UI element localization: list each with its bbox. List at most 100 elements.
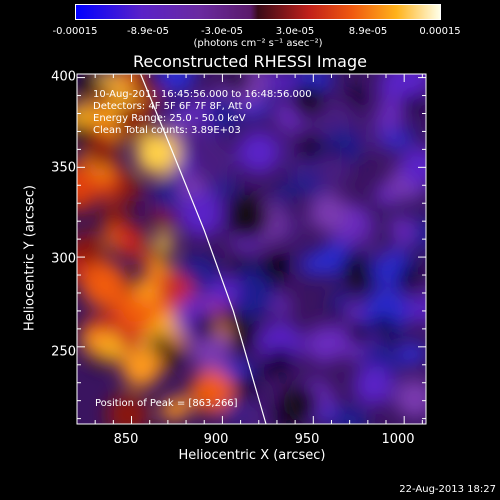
heatmap-blob [135, 278, 162, 305]
heatmap-blob [112, 74, 129, 88]
colorbar-tick: -8.9e-05 [127, 26, 169, 37]
heatmap-blob [239, 404, 271, 424]
heatmap-dark-spot [92, 354, 106, 368]
heatmap-blob [189, 369, 234, 413]
heatmap-blob [106, 393, 149, 424]
heatmap-blob [114, 102, 152, 140]
heatmap-dark-spot [347, 89, 366, 107]
heatmap-blob [313, 74, 334, 89]
heatmap-blob [156, 74, 196, 94]
heatmap-dark-spot [297, 133, 323, 160]
heatmap-blob [205, 95, 242, 133]
y-axis-label: Heliocentric Y (arcsec) [22, 185, 38, 331]
heatmap-dark-spot [388, 331, 401, 344]
heatmap-blob [273, 185, 293, 205]
heatmap-dark-spot [266, 405, 279, 417]
annotation-peak: Position of Peak = [863,266] [95, 398, 238, 409]
heatmap-blob [190, 330, 232, 372]
heatmap-blob [305, 325, 344, 364]
colorbar [75, 4, 441, 20]
heatmap-dark-spot [138, 74, 160, 87]
heatmap-blob [309, 193, 349, 233]
heatmap-blob [184, 99, 207, 122]
heatmap-dark-spot [330, 144, 343, 157]
annotation-clean: Clean Total counts: 3.89E+03 [93, 125, 241, 136]
annotation-time-range: 10-Aug-2011 16:45:56.000 to 16:48:56.000 [93, 89, 312, 100]
heatmap-blob [85, 135, 119, 168]
heatmap-blob [81, 330, 106, 355]
heatmap-blob [272, 295, 292, 315]
heatmap-dark-spot [400, 95, 423, 117]
x-tick-label: 1000 [381, 432, 415, 447]
heatmap-blob [81, 261, 128, 309]
heatmap-blob [229, 272, 275, 318]
heatmap-blob [224, 194, 271, 241]
plot-frame [76, 73, 427, 425]
timestamp: 22-Aug-2013 18:27 [399, 484, 496, 495]
heatmap-dark-spot [397, 265, 422, 290]
colorbar-tick: -0.00015 [52, 26, 98, 37]
colorbar-tick: -3.0e-05 [201, 26, 243, 37]
heatmap-blob [290, 158, 310, 177]
x-tick-label: 950 [294, 432, 320, 447]
chart-title: Reconstructed RHESSI Image [133, 52, 367, 71]
heatmap-dark-spot [101, 215, 112, 226]
heatmap-dark-spot [374, 313, 395, 334]
heatmap-dark-spot [346, 320, 372, 346]
heatmap-dark-spot [154, 246, 169, 261]
y-tick-label: 250 [51, 344, 76, 360]
heatmap-blob [112, 224, 146, 258]
x-tick-label: 900 [203, 432, 229, 447]
y-tick-label: 400 [51, 69, 76, 85]
heatmap-blob [399, 146, 426, 188]
x-tick-label: 850 [113, 432, 139, 447]
heatmap-blob [289, 82, 325, 118]
heatmap-dark-spot [275, 412, 293, 424]
solar-limb-curve [140, 73, 267, 425]
colorbar-tick: 3.0e-05 [275, 26, 315, 37]
heatmap-blob [314, 154, 346, 186]
heatmap-blob [395, 378, 426, 419]
colorbar-tick: 0.00015 [419, 26, 461, 37]
heatmap-blob [161, 399, 183, 422]
heatmap-dark-spot [270, 252, 290, 272]
heatmap-dark-spot [379, 228, 396, 245]
y-tick-label: 350 [51, 160, 76, 176]
heatmap-dark-spot [257, 362, 272, 377]
heatmap-dark-spot [125, 277, 137, 290]
heatmap-blob [353, 364, 395, 406]
heatmap-blob [115, 175, 142, 203]
heatmap-blob [77, 231, 104, 265]
heatmap-blob [183, 126, 216, 159]
heatmap-dark-spot [149, 334, 170, 355]
heatmap-blob [179, 193, 224, 238]
heatmap-blob [121, 348, 161, 388]
colorbar-tick: 8.9e-05 [348, 26, 388, 37]
y-tick-label: 300 [51, 251, 76, 267]
heatmap-dark-spot [77, 122, 94, 145]
x-axis-label: Heliocentric X (arcsec) [178, 448, 326, 463]
heatmap-dark-spot [398, 119, 413, 135]
heatmap-dark-spot [332, 309, 349, 326]
heatmap-dark-spot [268, 346, 293, 372]
heatmap-blob [77, 163, 99, 206]
heatmap-dark-spot [192, 314, 218, 339]
heatmap-blob [209, 276, 240, 307]
heatmap-blob [301, 252, 325, 277]
heatmap-image [77, 74, 426, 424]
heatmap-dark-spot [226, 74, 250, 93]
heatmap-blob [402, 341, 426, 366]
heatmap-blob [232, 252, 251, 271]
heatmap-blob [138, 250, 156, 267]
heatmap-dark-spot [77, 74, 101, 98]
heatmap-blob [336, 405, 368, 424]
heatmap-dark-spot [233, 374, 259, 401]
annotation-detectors: Detectors: 4F 5F 6F 7F 8F, Att 0 [93, 101, 253, 112]
colorbar-unit: (photons cm⁻² s⁻¹ asec⁻²) [193, 38, 323, 49]
heatmap-blob [158, 282, 176, 300]
heatmap-blob [117, 328, 135, 346]
heatmap-blob [237, 130, 281, 175]
heatmap-blob [283, 384, 320, 421]
annotation-energy: Energy Range: 25.0 - 50.0 keV [93, 113, 246, 124]
